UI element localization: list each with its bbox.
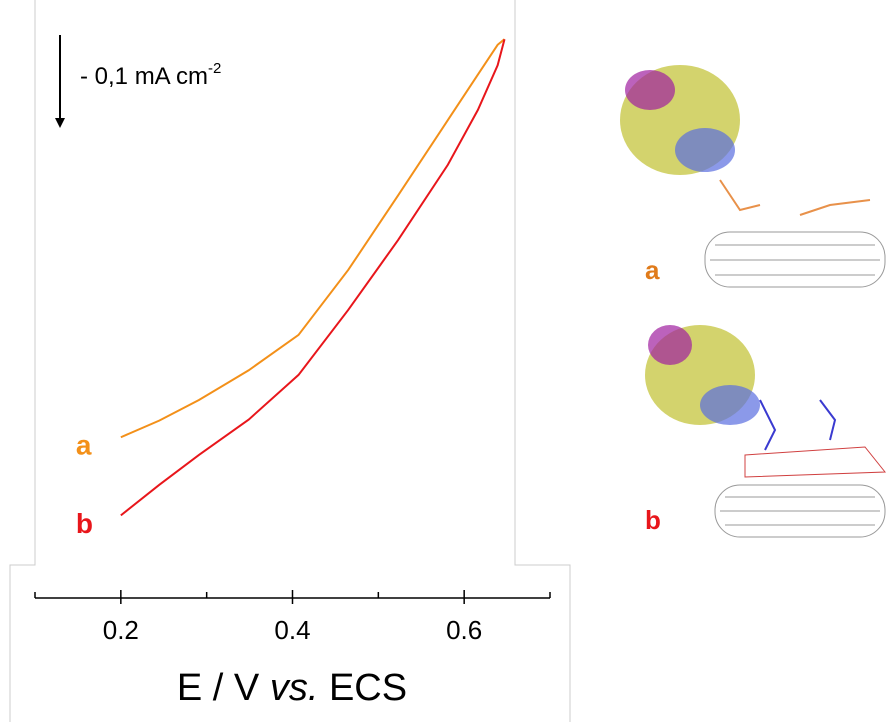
x-axis-label: E / V vs. ECS [177,667,407,709]
nanotube [704,231,886,288]
series-line [120,38,506,517]
x-label-italic: vs. [270,667,319,709]
illustrations: a b [620,65,887,538]
scale-bar-arrowhead [55,118,65,128]
legend-label: a [76,430,92,461]
frame [9,0,571,722]
x-label-main: E / V [177,667,270,709]
illustration-a [620,65,886,288]
x-tick-label: 0.4 [274,615,310,645]
series-line [120,38,506,439]
illustration-b [645,325,887,538]
x-label-tail: ECS [318,667,407,709]
panel-border [9,0,571,722]
nanotube [714,484,886,538]
protein-helix [648,325,692,365]
legend-label: b [76,508,93,539]
illustration-label: b [645,505,661,535]
protein-site [675,128,735,172]
graphene [744,446,887,478]
protein-site [700,385,760,425]
scale-bar-sup: -2 [208,60,221,77]
linker [719,179,871,216]
illustration-label: a [645,255,660,285]
linker [759,399,837,451]
x-tick-label: 0.6 [446,615,482,645]
scale-bar-text: - 0,1 mA cm [80,63,208,90]
protein-helix [625,70,675,110]
x-tick-label: 0.2 [103,615,139,645]
scale-bar-label: - 0,1 mA cm-2 [80,60,221,90]
